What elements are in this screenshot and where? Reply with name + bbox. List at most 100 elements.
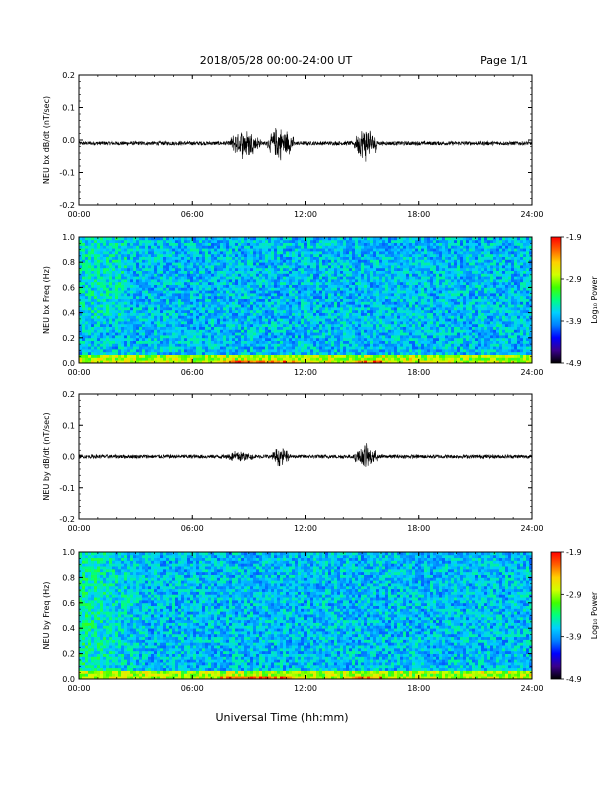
heatmap-cell: [124, 310, 127, 313]
heatmap-cell: [286, 338, 289, 341]
heatmap-cell: [298, 290, 301, 293]
heatmap-cell: [355, 262, 358, 265]
heatmap-cell: [226, 343, 229, 346]
heatmap-cell: [91, 276, 94, 279]
heatmap-cell: [310, 315, 313, 318]
heatmap-cell: [382, 290, 385, 293]
heatmap-cell: [310, 349, 313, 352]
heatmap-cell: [223, 248, 226, 251]
heatmap-cell: [220, 299, 223, 302]
heatmap-cell: [292, 257, 295, 260]
heatmap-cell: [103, 315, 106, 318]
heatmap-cell: [181, 251, 184, 254]
heatmap-cell: [175, 251, 178, 254]
heatmap-cell: [262, 332, 265, 335]
heatmap-cell: [238, 307, 241, 310]
heatmap-cell: [193, 282, 196, 285]
heatmap-cell: [184, 341, 187, 344]
heatmap-cell: [202, 254, 205, 257]
heatmap-cell: [211, 251, 214, 254]
heatmap-cell: [307, 310, 310, 313]
heatmap-cell: [223, 304, 226, 307]
heatmap-cell: [238, 324, 241, 327]
heatmap-cell: [286, 273, 289, 276]
heatmap-cell: [295, 273, 298, 276]
heatmap-cell: [274, 341, 277, 344]
heatmap-cell: [103, 329, 106, 332]
heatmap-cell: [331, 341, 334, 344]
heatmap-cell: [154, 304, 157, 307]
heatmap-cell: [268, 265, 271, 268]
heatmap-cell: [199, 290, 202, 293]
heatmap-cell: [214, 310, 217, 313]
heatmap-cell: [220, 321, 223, 324]
heatmap-cell: [277, 251, 280, 254]
heatmap-cell: [400, 318, 403, 321]
heatmap-cell: [148, 287, 151, 290]
heatmap-cell: [109, 262, 112, 265]
heatmap-cell: [319, 355, 322, 358]
heatmap-cell: [397, 257, 400, 260]
heatmap-cell: [175, 301, 178, 304]
heatmap-cell: [139, 262, 142, 265]
heatmap-cell: [265, 310, 268, 313]
heatmap-cell: [220, 293, 223, 296]
heatmap-cell: [187, 251, 190, 254]
heatmap-cell: [304, 321, 307, 324]
heatmap-cell: [379, 352, 382, 355]
heatmap-cell: [145, 349, 148, 352]
heatmap-cell: [145, 271, 148, 274]
heatmap-cell: [235, 287, 238, 290]
heatmap-cell: [106, 273, 109, 276]
heatmap-cell: [301, 257, 304, 260]
heatmap-cell: [223, 349, 226, 352]
heatmap-cell: [340, 310, 343, 313]
heatmap-cell: [349, 349, 352, 352]
heatmap-cell: [379, 349, 382, 352]
heatmap-cell: [217, 248, 220, 251]
heatmap-cell: [88, 296, 91, 299]
heatmap-cell: [382, 268, 385, 271]
heatmap-cell: [331, 251, 334, 254]
heatmap-cell: [154, 329, 157, 332]
heatmap-cell: [370, 357, 373, 360]
heatmap-cell: [163, 257, 166, 260]
heatmap-cell: [301, 321, 304, 324]
heatmap-cell: [298, 254, 301, 257]
heatmap-cell: [208, 355, 211, 358]
heatmap-cell: [181, 318, 184, 321]
heatmap-cell: [157, 290, 160, 293]
heatmap-cell: [85, 265, 88, 268]
heatmap-cell: [388, 355, 391, 358]
heatmap-cell: [217, 338, 220, 341]
heatmap-cell: [247, 341, 250, 344]
heatmap-cell: [370, 310, 373, 313]
heatmap-cell: [295, 307, 298, 310]
heatmap-cell: [265, 304, 268, 307]
heatmap-cell: [337, 251, 340, 254]
heatmap-cell: [109, 287, 112, 290]
heatmap-cell: [160, 357, 163, 360]
heatmap-cell: [394, 287, 397, 290]
heatmap-cell: [85, 324, 88, 327]
heatmap-cell: [319, 338, 322, 341]
heatmap-cell: [259, 248, 262, 251]
heatmap-cell: [145, 335, 148, 338]
heatmap-cell: [91, 293, 94, 296]
heatmap-cell: [346, 254, 349, 257]
heatmap-cell: [97, 268, 100, 271]
heatmap-cell: [280, 357, 283, 360]
heatmap-cell: [301, 352, 304, 355]
heatmap-cell: [97, 338, 100, 341]
heatmap-cell: [343, 296, 346, 299]
heatmap-cell: [91, 279, 94, 282]
heatmap-cell: [160, 279, 163, 282]
heatmap-cell: [163, 315, 166, 318]
heatmap-cell: [148, 271, 151, 274]
heatmap-cell: [178, 251, 181, 254]
heatmap-cell: [190, 307, 193, 310]
heatmap-cell: [355, 276, 358, 279]
heatmap-cell: [241, 240, 244, 243]
heatmap-cell: [202, 324, 205, 327]
heatmap-cell: [124, 335, 127, 338]
